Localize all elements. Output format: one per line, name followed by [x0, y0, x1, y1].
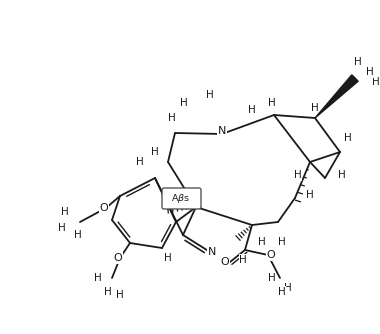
Text: H: H [239, 255, 247, 265]
Text: H: H [278, 287, 286, 297]
Text: H: H [294, 170, 302, 180]
Text: H: H [366, 67, 374, 77]
Text: H: H [61, 207, 69, 217]
Text: N: N [218, 126, 226, 136]
Text: H: H [372, 77, 380, 87]
Text: H: H [344, 133, 352, 143]
Text: A$\beta$s: A$\beta$s [171, 192, 190, 205]
Text: H: H [268, 98, 276, 108]
Text: H: H [284, 283, 292, 293]
Text: H: H [74, 230, 82, 240]
FancyBboxPatch shape [162, 188, 201, 209]
Text: H: H [338, 170, 346, 180]
Text: H: H [104, 287, 112, 297]
Text: H: H [268, 273, 276, 283]
Text: O: O [221, 257, 230, 267]
Text: H: H [116, 290, 124, 300]
Text: H: H [136, 157, 144, 167]
Text: H: H [164, 253, 172, 263]
Text: H: H [278, 237, 286, 247]
Text: O: O [267, 250, 276, 260]
Text: O: O [100, 203, 108, 213]
Text: H: H [180, 98, 188, 108]
Text: H: H [248, 105, 256, 115]
Text: H: H [94, 273, 102, 283]
Text: H: H [151, 147, 159, 157]
Text: H: H [306, 190, 314, 200]
Text: H: H [354, 57, 362, 67]
Text: H: H [58, 223, 66, 233]
Polygon shape [315, 75, 358, 118]
Text: H: H [168, 113, 176, 123]
Text: H: H [258, 237, 266, 247]
Text: O: O [114, 253, 122, 263]
Text: N: N [208, 247, 216, 257]
Text: H: H [206, 90, 214, 100]
Text: H: H [311, 103, 319, 113]
